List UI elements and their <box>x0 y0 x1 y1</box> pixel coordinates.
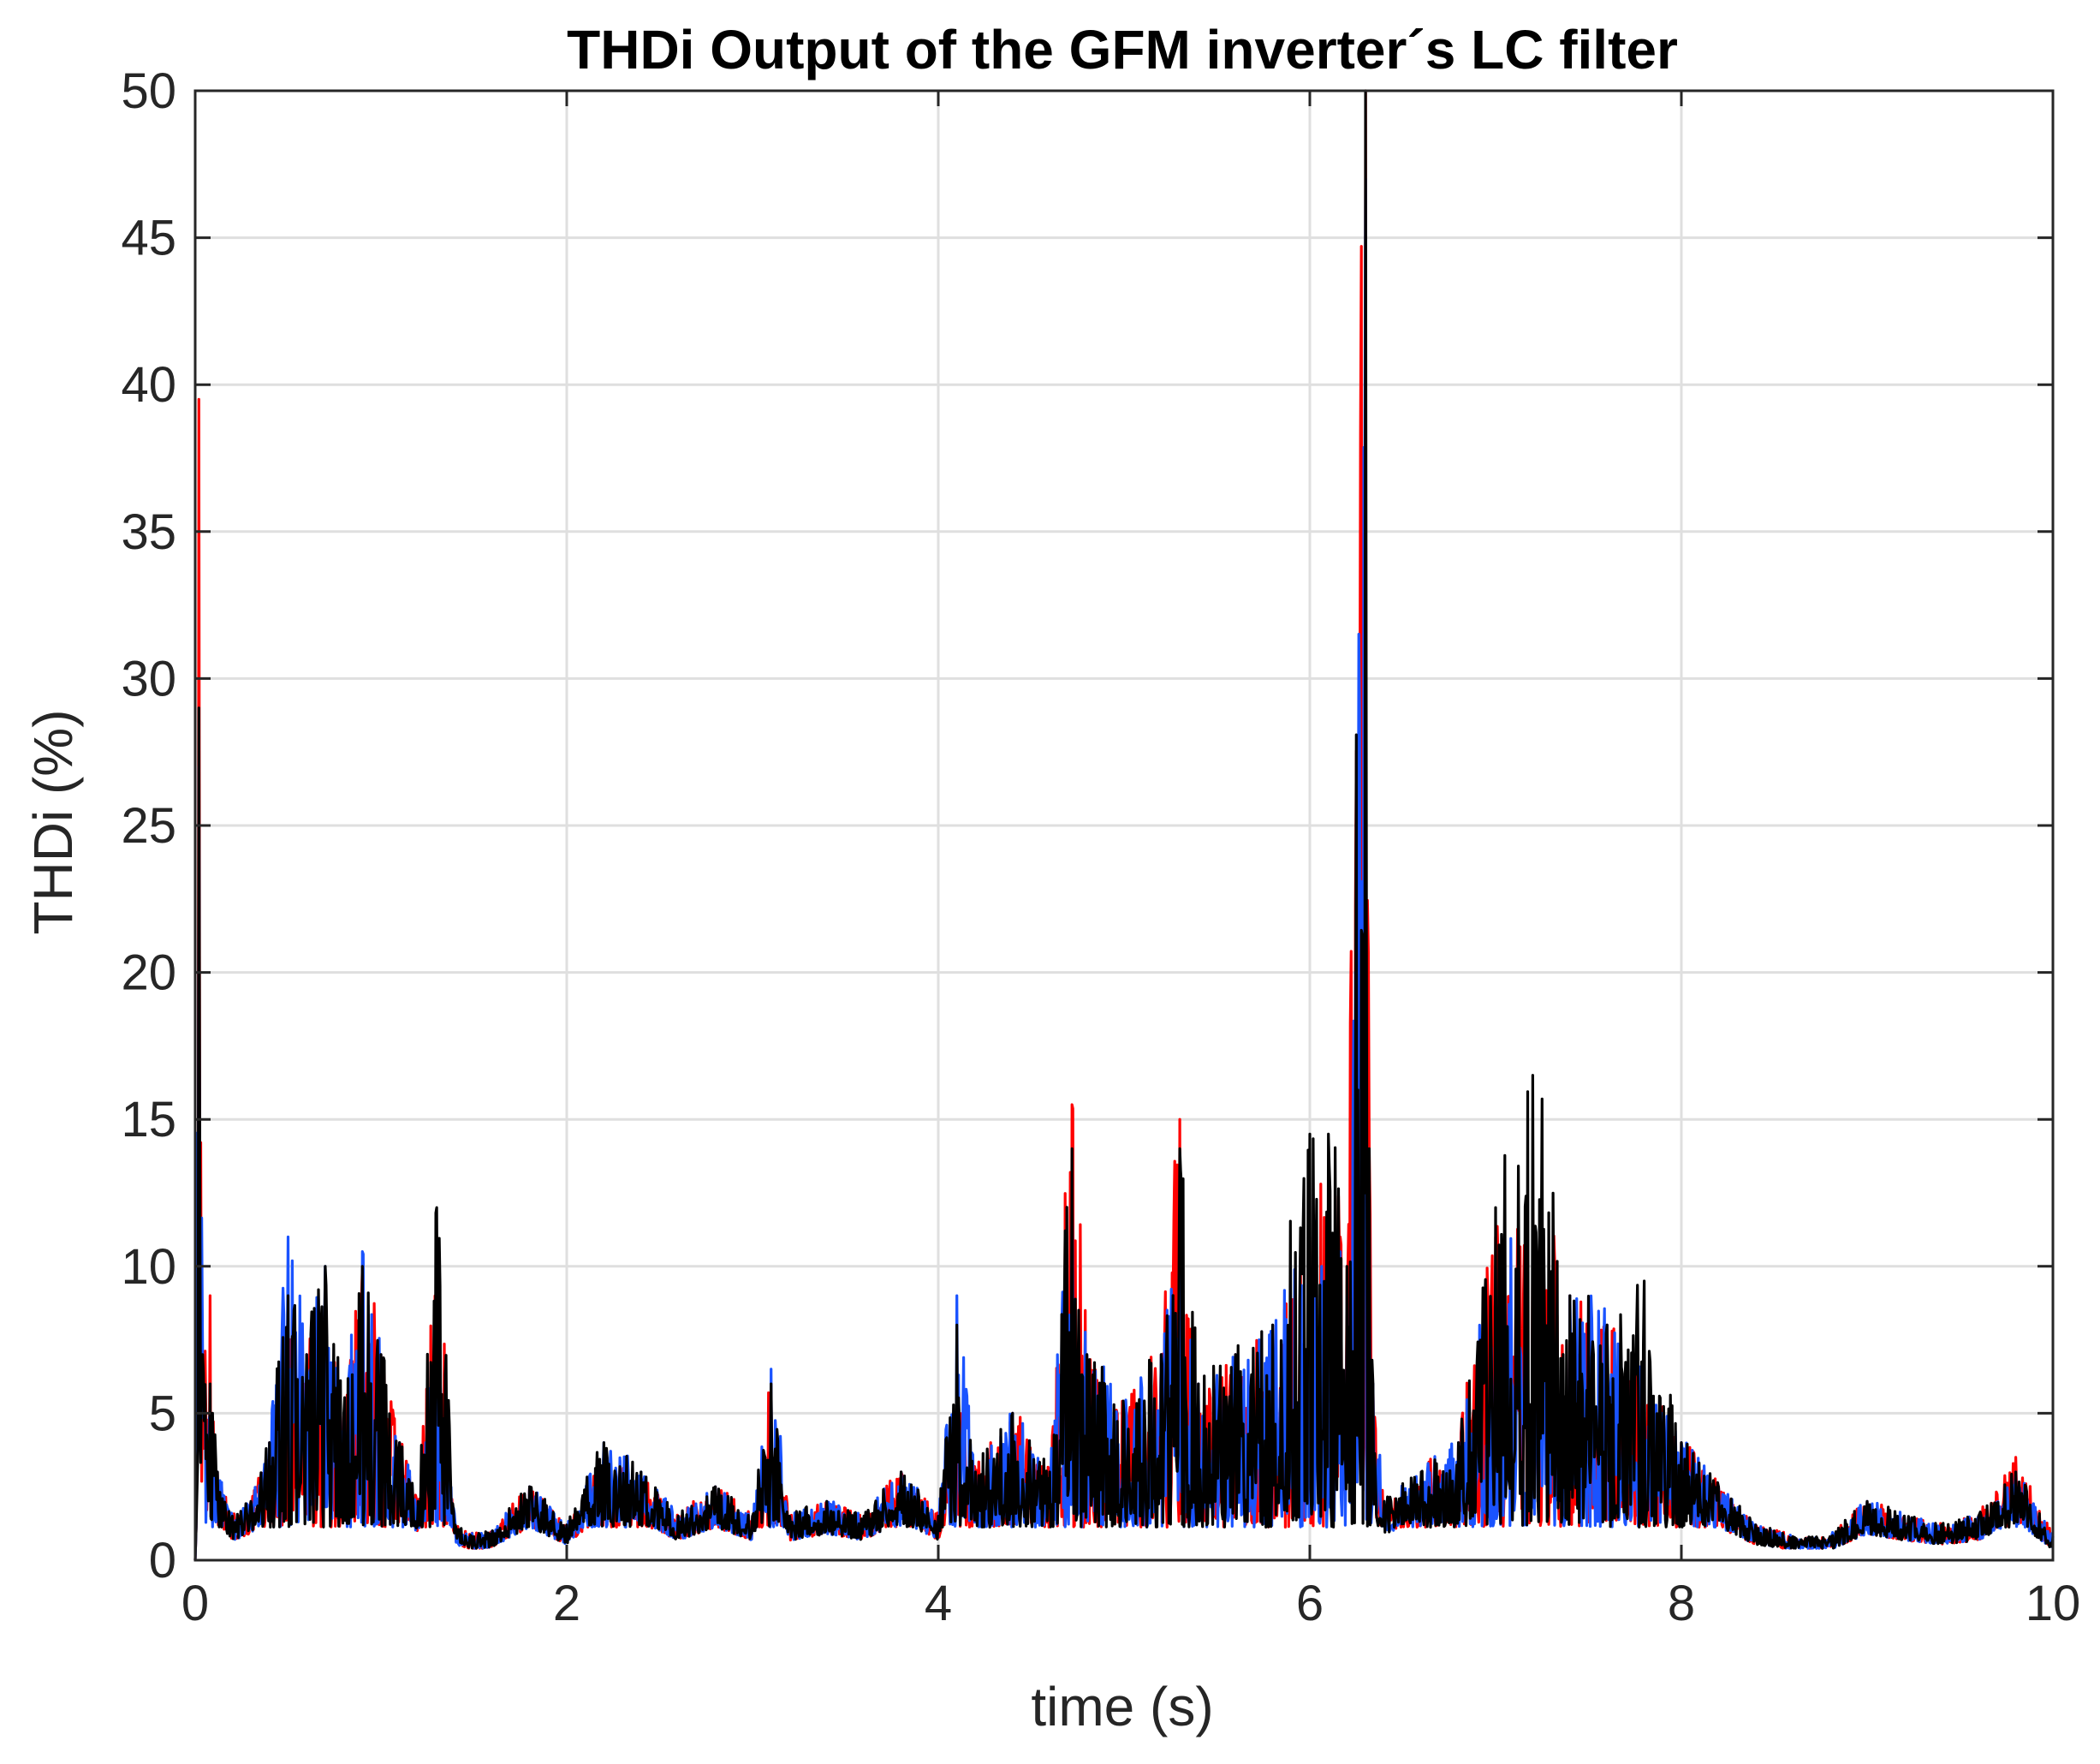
y-tick-label: 15 <box>121 1092 176 1147</box>
x-axis-label: time (s) <box>1031 1676 1213 1737</box>
x-tick-label: 4 <box>925 1576 952 1631</box>
y-tick-label: 25 <box>121 798 176 854</box>
x-tick-label: 8 <box>1668 1576 1695 1631</box>
y-tick-label: 45 <box>121 211 176 266</box>
x-tick-label: 2 <box>553 1576 580 1631</box>
y-tick-label: 40 <box>121 357 176 413</box>
x-tick-label: 0 <box>181 1576 209 1631</box>
y-tick-label: 20 <box>121 945 176 1001</box>
chart-title: THDi Output of the GFM inverter´s LC fil… <box>567 19 1678 80</box>
y-tick-label: 0 <box>149 1533 176 1588</box>
x-tick-label: 10 <box>2026 1576 2081 1631</box>
series-line-3 <box>193 89 2055 1561</box>
y-tick-label: 35 <box>121 504 176 560</box>
y-tick-label: 30 <box>121 651 176 706</box>
x-tick-label: 6 <box>1296 1576 1324 1631</box>
axes-layer: 0 2 4 6 8 10 0 5 10 15 20 25 30 35 40 45 50 <box>121 63 2080 1631</box>
y-tick-label: 10 <box>121 1239 176 1295</box>
grid-layer <box>195 91 2053 1560</box>
y-axis-label: THDi (%) <box>22 709 84 934</box>
y-tick-label: 5 <box>149 1386 176 1441</box>
series-layer <box>193 89 2055 1561</box>
y-tick-label: 50 <box>121 63 176 119</box>
